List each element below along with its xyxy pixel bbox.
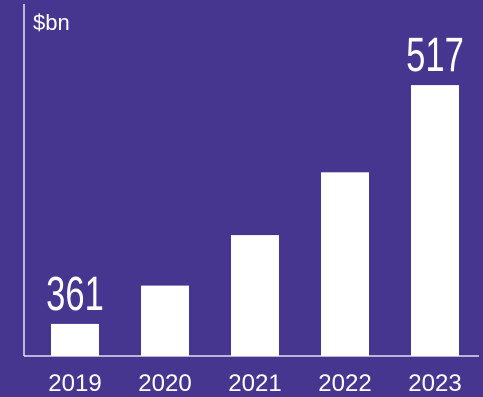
bars-group: [51, 85, 459, 356]
x-tick-label-2023: 2023: [408, 370, 461, 397]
bar-2020: [141, 285, 189, 356]
x-tick-label-2022: 2022: [318, 370, 371, 397]
bar-2021: [231, 235, 279, 356]
x-tick-label-2021: 2021: [228, 370, 281, 397]
x-tick-label-2020: 2020: [138, 370, 191, 397]
bar-2023: [411, 85, 459, 356]
labels-group: 2019 361 2020 2021 2022 2023 517: [46, 27, 464, 397]
x-tick-label-2019: 2019: [48, 370, 101, 397]
data-label-2023: 517: [406, 27, 464, 81]
y-axis-unit-label: $bn: [33, 10, 70, 35]
data-label-2019: 361: [46, 266, 104, 320]
bar-2019: [51, 323, 99, 356]
bar-2022: [321, 172, 369, 356]
